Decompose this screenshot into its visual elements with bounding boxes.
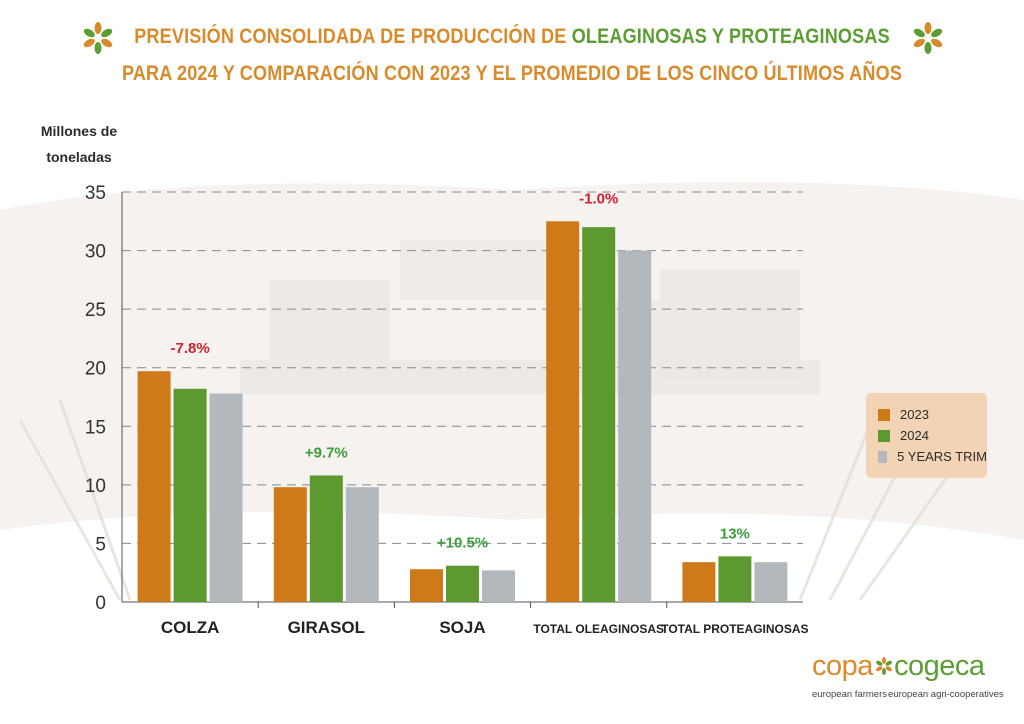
legend-swatch-5-years [878, 450, 888, 463]
bar-2023-3 [546, 221, 580, 603]
y-tick-label: 20 [85, 359, 106, 380]
bar-2023-2 [410, 569, 443, 602]
bar-2024-1 [309, 475, 343, 602]
legend-item-2023: 2023 [878, 404, 987, 425]
logo-word-copa: copa [812, 650, 873, 682]
bar-2023-1 [273, 487, 307, 602]
y-tick-label: 30 [85, 242, 106, 263]
bar-2024-4 [718, 556, 752, 602]
y-axis-label: Millones de toneladas [40, 123, 118, 165]
logo-sub-farmers: european farmers [812, 689, 887, 700]
flower-right-icon [913, 22, 943, 54]
y-tick-label: 5 [95, 534, 106, 555]
x-category-label: GIRASOL [288, 618, 365, 637]
change-annotation: +10.5% [437, 535, 488, 552]
bar-2023-4 [682, 562, 716, 602]
chart-title-part-1: PREVISIÓN CONSOLIDADA DE PRODUCCIÓN DE [134, 25, 572, 48]
y-tick-label: 25 [85, 300, 106, 321]
bar-5-years-trim-1 [345, 487, 379, 602]
bar-5-years-trim-0 [209, 393, 243, 602]
y-tick-label: 15 [85, 417, 106, 438]
bar-5-years-trim-4 [754, 562, 788, 602]
copa-cogeca-logo: copa cogeca european farmers european ag… [812, 650, 1004, 710]
change-annotation: -7.8% [171, 340, 210, 357]
y-tick-label: 0 [95, 593, 106, 614]
flower-left-icon [83, 22, 113, 54]
bar-2024-0 [173, 388, 207, 602]
chart-title-line-2: PARA 2024 Y COMPARACIÓN CON 2023 Y EL PR… [121, 62, 903, 85]
bar-5-years-trim-2 [482, 570, 515, 602]
legend-item-2024: 2024 [878, 425, 987, 446]
legend-swatch-2024 [878, 429, 890, 442]
change-annotation: 13% [720, 525, 750, 542]
logo-word-cogeca: cogeca [894, 650, 985, 682]
legend-label-2024: 2024 [900, 428, 929, 443]
change-annotation: -1.0% [579, 190, 618, 207]
legend-item-5-years: 5 YEARS TRIM [878, 446, 987, 467]
legend: 2023 2024 5 YEARS TRIM [866, 393, 987, 478]
x-category-label: COLZA [161, 618, 220, 637]
x-category-label: SOJA [439, 618, 485, 637]
x-category-label: TOTAL PROTEAGINOSAS [661, 622, 808, 636]
bar-2024-2 [446, 565, 479, 602]
logo-sub-cooperatives: european agri-cooperatives [888, 689, 1004, 700]
logo-flower-icon [876, 657, 892, 675]
chart-title-line-1: PREVISIÓN CONSOLIDADA DE PRODUCCIÓN DE O… [72, 25, 953, 49]
bar-2024-3 [582, 227, 616, 602]
change-annotation: +9.7% [305, 444, 348, 461]
x-category-label: TOTAL OLEAGINOSAS [533, 622, 664, 636]
chart-title-part-2: OLEAGINOSAS Y PROTEAGINOSAS [571, 25, 890, 48]
y-tick-label: 35 [85, 183, 106, 204]
bar-5-years-trim-3 [618, 250, 652, 603]
legend-label-2023: 2023 [900, 407, 929, 422]
legend-label-5-years: 5 YEARS TRIM [897, 449, 987, 464]
y-tick-label: 10 [85, 476, 106, 497]
bar-2023-0 [137, 371, 171, 602]
legend-swatch-2023 [878, 408, 890, 421]
